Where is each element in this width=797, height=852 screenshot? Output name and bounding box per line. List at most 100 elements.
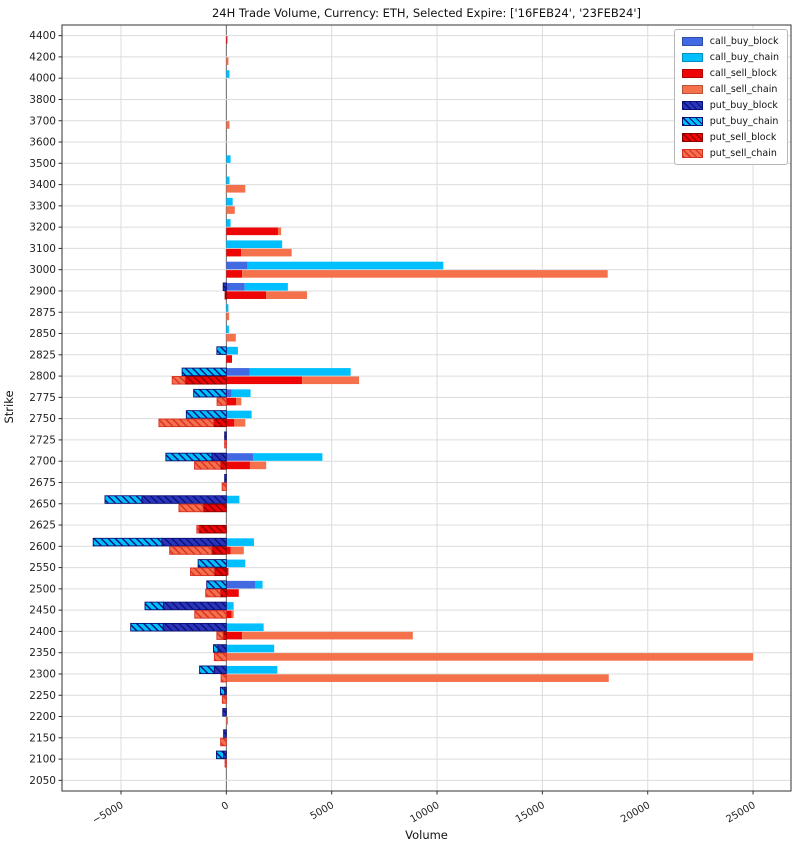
bar-call_buy_chain (255, 580, 263, 589)
bar-put_sell_chain (171, 376, 186, 385)
bar-call_buy_block (226, 389, 232, 397)
legend-label: put_buy_block (709, 100, 778, 111)
bar-call_buy_chain (226, 346, 238, 355)
y-tick-label: 2600 (29, 541, 56, 553)
bar-call_buy_block (226, 261, 248, 270)
legend-label: put_sell_chain (709, 148, 777, 159)
bar-put_buy_block (222, 282, 227, 292)
bar-call_buy_chain (226, 665, 278, 674)
bar-call_buy_chain (253, 453, 323, 461)
bar-call_buy_chain (226, 240, 283, 249)
legend-swatch-call_buy_chain (681, 53, 703, 62)
bar-put_buy_block (211, 452, 227, 462)
bar-put_buy_block (224, 474, 227, 483)
bar-put_buy_block (222, 708, 227, 717)
bar-call_sell_block (226, 291, 267, 299)
y-tick-label: 2050 (29, 775, 56, 787)
legend-swatch-call_buy_block (681, 37, 703, 46)
bar-put_sell_chain (221, 695, 227, 704)
x-tick-label: −5000 (91, 800, 126, 826)
legend-label: call_sell_block (709, 68, 777, 79)
bar-put_sell_chain (178, 503, 204, 513)
bar-put_sell_chain (196, 524, 200, 534)
bar-call_buy_chain (226, 176, 230, 185)
bar-call_buy_chain (247, 261, 444, 270)
legend: call_buy_block call_buy_chain call_sell_bl… (673, 29, 788, 165)
bar-call_sell_chain (242, 270, 608, 278)
bar-call_buy_block (226, 368, 250, 376)
legend-label: call_buy_chain (709, 52, 779, 63)
bar-put_buy_block (161, 537, 227, 547)
bar-put_buy_chain (219, 686, 226, 696)
x-tick-label: 20000 (619, 800, 652, 825)
bar-call_sell_chain (226, 333, 236, 342)
bar-call_sell_chain (226, 206, 235, 214)
legend-item-call_sell_chain: call_sell_chain (681, 83, 779, 96)
bar-call_buy_chain (244, 282, 288, 291)
bar-put_sell_block (184, 376, 227, 385)
bar-call_buy_chain (226, 623, 264, 632)
bar-put_sell_chain (224, 759, 227, 768)
bar-put_buy_chain (206, 580, 227, 589)
bar-call_sell_chain (266, 291, 308, 299)
y-tick-label: 2250 (29, 690, 56, 702)
bar-put_buy_chain (193, 388, 227, 398)
bar-call_sell_chain (302, 376, 360, 385)
bar-put_sell_chain (194, 610, 227, 619)
bar-call_sell_chain (226, 674, 609, 682)
legend-swatch-put_buy_block (681, 101, 703, 110)
bar-call_buy_chain (226, 495, 240, 504)
y-tick-label: 2150 (29, 732, 56, 744)
x-tick-label: 0 (220, 800, 231, 813)
legend-item-call_sell_block: call_sell_block (681, 67, 779, 80)
y-tick-label: 2450 (29, 605, 56, 617)
bar-put_sell_chain (213, 652, 227, 662)
y-tick-label: 2300 (29, 668, 56, 680)
y-tick-label: 2825 (29, 349, 56, 361)
y-tick-label: 2650 (29, 498, 56, 510)
bar-put_buy_chain (144, 601, 164, 611)
bar-call_sell_chain (226, 716, 229, 725)
bar-put_buy_chain (197, 559, 227, 568)
y-tick-label: 3500 (29, 158, 56, 170)
bar-put_buy_block (213, 665, 227, 675)
bar-put_sell_chain (205, 588, 221, 598)
bar-call_sell_block (226, 227, 278, 236)
bar-call_sell_chain (236, 397, 242, 406)
bar-call_buy_chain (226, 644, 275, 653)
bar-call_sell_block (226, 610, 232, 619)
bar-call_sell_chain (249, 461, 267, 470)
y-tick-label: 3000 (29, 264, 56, 276)
bar-call_sell_block (226, 376, 303, 385)
y-tick-label: 2550 (29, 562, 56, 574)
legend-swatch-put_buy_chain (681, 117, 703, 126)
bar-call_sell_chain (226, 312, 230, 321)
bar-put_buy_block (217, 644, 227, 653)
bar-put_buy_chain (215, 750, 225, 760)
bar-call_buy_chain (231, 389, 251, 397)
bar-call_sell_block (226, 419, 235, 427)
bar-put_sell_block (224, 290, 227, 300)
bar-call_sell_block (226, 36, 228, 44)
x-tick-label: 5000 (309, 800, 337, 822)
bar-put_sell_block (202, 503, 227, 513)
bar-put_sell_chain (221, 482, 227, 491)
bar-put_buy_block (141, 495, 227, 504)
bar-put_buy_chain (213, 644, 219, 653)
bar-put_buy_chain (216, 346, 227, 355)
bar-call_sell_block (226, 355, 233, 363)
y-tick-label: 2750 (29, 413, 56, 425)
bar-call_sell_chain (241, 248, 292, 257)
bar-call_buy_chain (226, 602, 234, 610)
legend-label: put_sell_block (709, 132, 777, 143)
bar-put_buy_chain (92, 537, 163, 547)
bar-put_sell_block (222, 631, 227, 640)
bar-call_buy_chain (226, 197, 233, 206)
bar-call_buy_chain (226, 538, 254, 546)
y-tick-label: 3300 (29, 200, 56, 212)
y-tick-label: 2875 (29, 307, 56, 319)
y-tick-label: 2700 (29, 456, 56, 468)
bar-call_buy_chain (226, 559, 246, 568)
x-tick-label: 15000 (514, 800, 547, 825)
